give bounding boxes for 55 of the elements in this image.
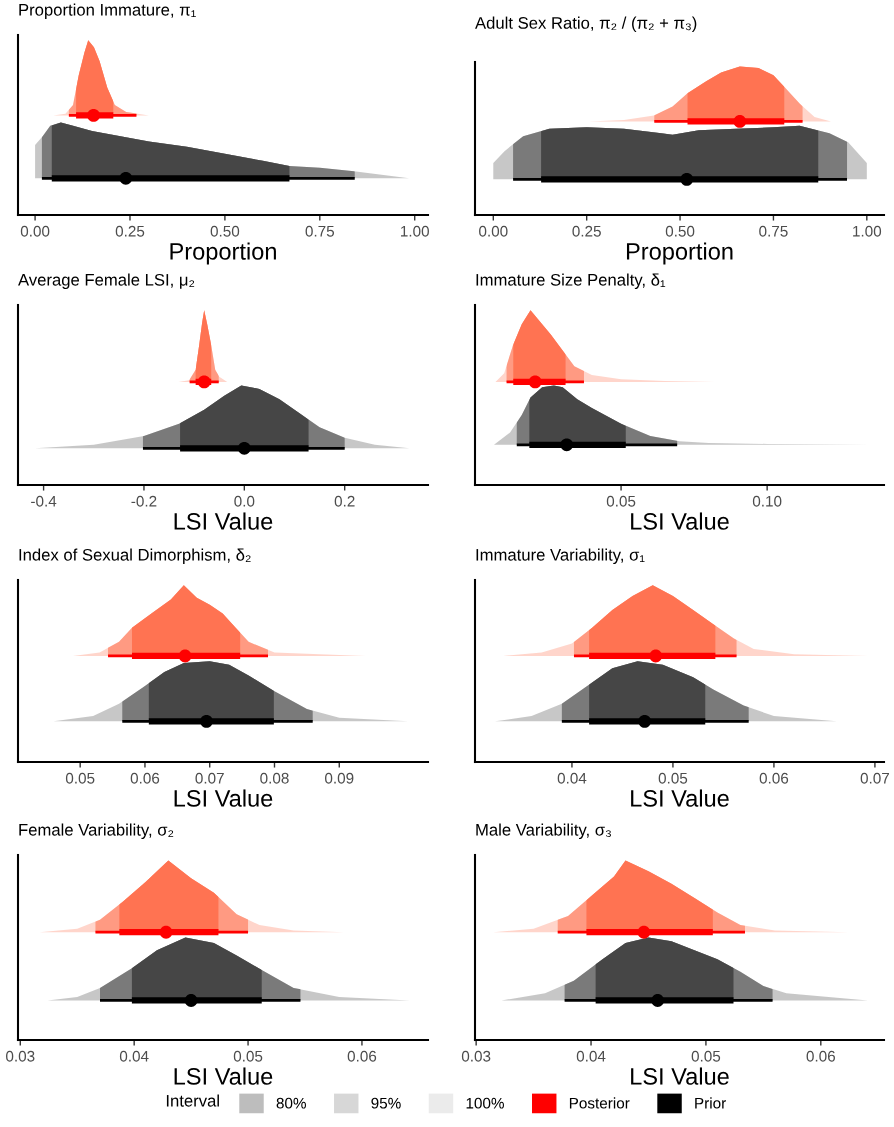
- chart-title: Male Variability, σ₃: [476, 823, 611, 840]
- x-axis-title: LSI Value: [631, 789, 729, 807]
- x-tick-label: 0.07: [195, 772, 224, 784]
- x-tick-label: 0.05: [691, 1050, 721, 1062]
- text: 80%: [276, 1097, 306, 1109]
- chart-title: Average Female LSI, μ₂: [18, 273, 195, 290]
- x-tick-label: 1.00: [401, 225, 429, 237]
- x-tick-label: 0.50: [210, 225, 240, 237]
- chart-title: Adult Sex Ratio, π₂ / (π₂ + π₃): [475, 16, 697, 33]
- legend-title: Interval: [166, 1094, 219, 1107]
- x-axis-title: LSI Value: [174, 512, 273, 530]
- chart-title: Immature Variability, σ₁: [476, 548, 645, 565]
- x-tick-label: 0.05: [606, 495, 636, 507]
- x-tick-label: 0.05: [233, 1050, 263, 1062]
- x-axis-title: LSI Value: [174, 789, 273, 807]
- x-axis-title: LSI Value: [631, 512, 729, 530]
- x-axis-title: LSI Value: [631, 1067, 729, 1085]
- x-tick-label: 0.05: [658, 772, 688, 784]
- text: 100%: [466, 1097, 504, 1109]
- x-tick-label: 0.06: [347, 1050, 377, 1062]
- legend-label: Prior: [695, 1097, 726, 1109]
- text: 95%: [371, 1097, 401, 1109]
- x-tick-label: 1.00: [853, 225, 882, 237]
- chart-title: Female Variability, σ₂: [19, 823, 174, 840]
- x-tick-label: 0.25: [572, 225, 601, 237]
- x-tick-label: 0.07: [860, 772, 890, 784]
- x-tick-label: 0.04: [119, 1050, 149, 1062]
- x-tick-label: 0.00: [479, 225, 508, 237]
- x-tick-label: 0.50: [665, 225, 695, 237]
- x-tick-label: 0.06: [130, 772, 160, 784]
- x-tick-label: 0.0: [234, 495, 255, 507]
- x-tick-label: 0.03: [461, 1050, 491, 1062]
- legend-label: Posterior: [569, 1097, 630, 1109]
- x-tick-label: 0.04: [576, 1050, 606, 1062]
- chart-title: Immature Size Penalty, δ₁: [476, 273, 666, 290]
- x-tick-label: 0.06: [759, 772, 789, 784]
- x-axis-title: LSI Value: [174, 1067, 273, 1085]
- x-tick-label: 0.09: [324, 772, 354, 784]
- x-tick-label: 0.25: [115, 225, 145, 237]
- x-tick-label: 0.03: [6, 1050, 35, 1062]
- x-tick-label: 0.08: [260, 772, 289, 784]
- x-tick-label: 0.06: [806, 1050, 836, 1062]
- x-axis-title: Proportion: [170, 242, 276, 265]
- x-tick-label: 0.04: [557, 772, 587, 784]
- chart-title: Index of Sexual Dimorphism, δ₂: [19, 548, 251, 565]
- x-tick-label: 0.10: [752, 495, 782, 507]
- x-axis-title: Proportion: [626, 242, 733, 265]
- x-tick-label: 0.05: [65, 772, 95, 784]
- x-tick-label: -0.2: [131, 495, 157, 507]
- x-tick-label: 0.75: [759, 225, 788, 237]
- x-tick-label: 0.2: [334, 495, 355, 507]
- x-tick-label: -0.4: [31, 495, 57, 507]
- x-tick-label: 0.75: [305, 225, 335, 237]
- chart-title: Proportion Immature, π₁: [19, 3, 196, 20]
- x-tick-label: 0.00: [20, 225, 50, 237]
